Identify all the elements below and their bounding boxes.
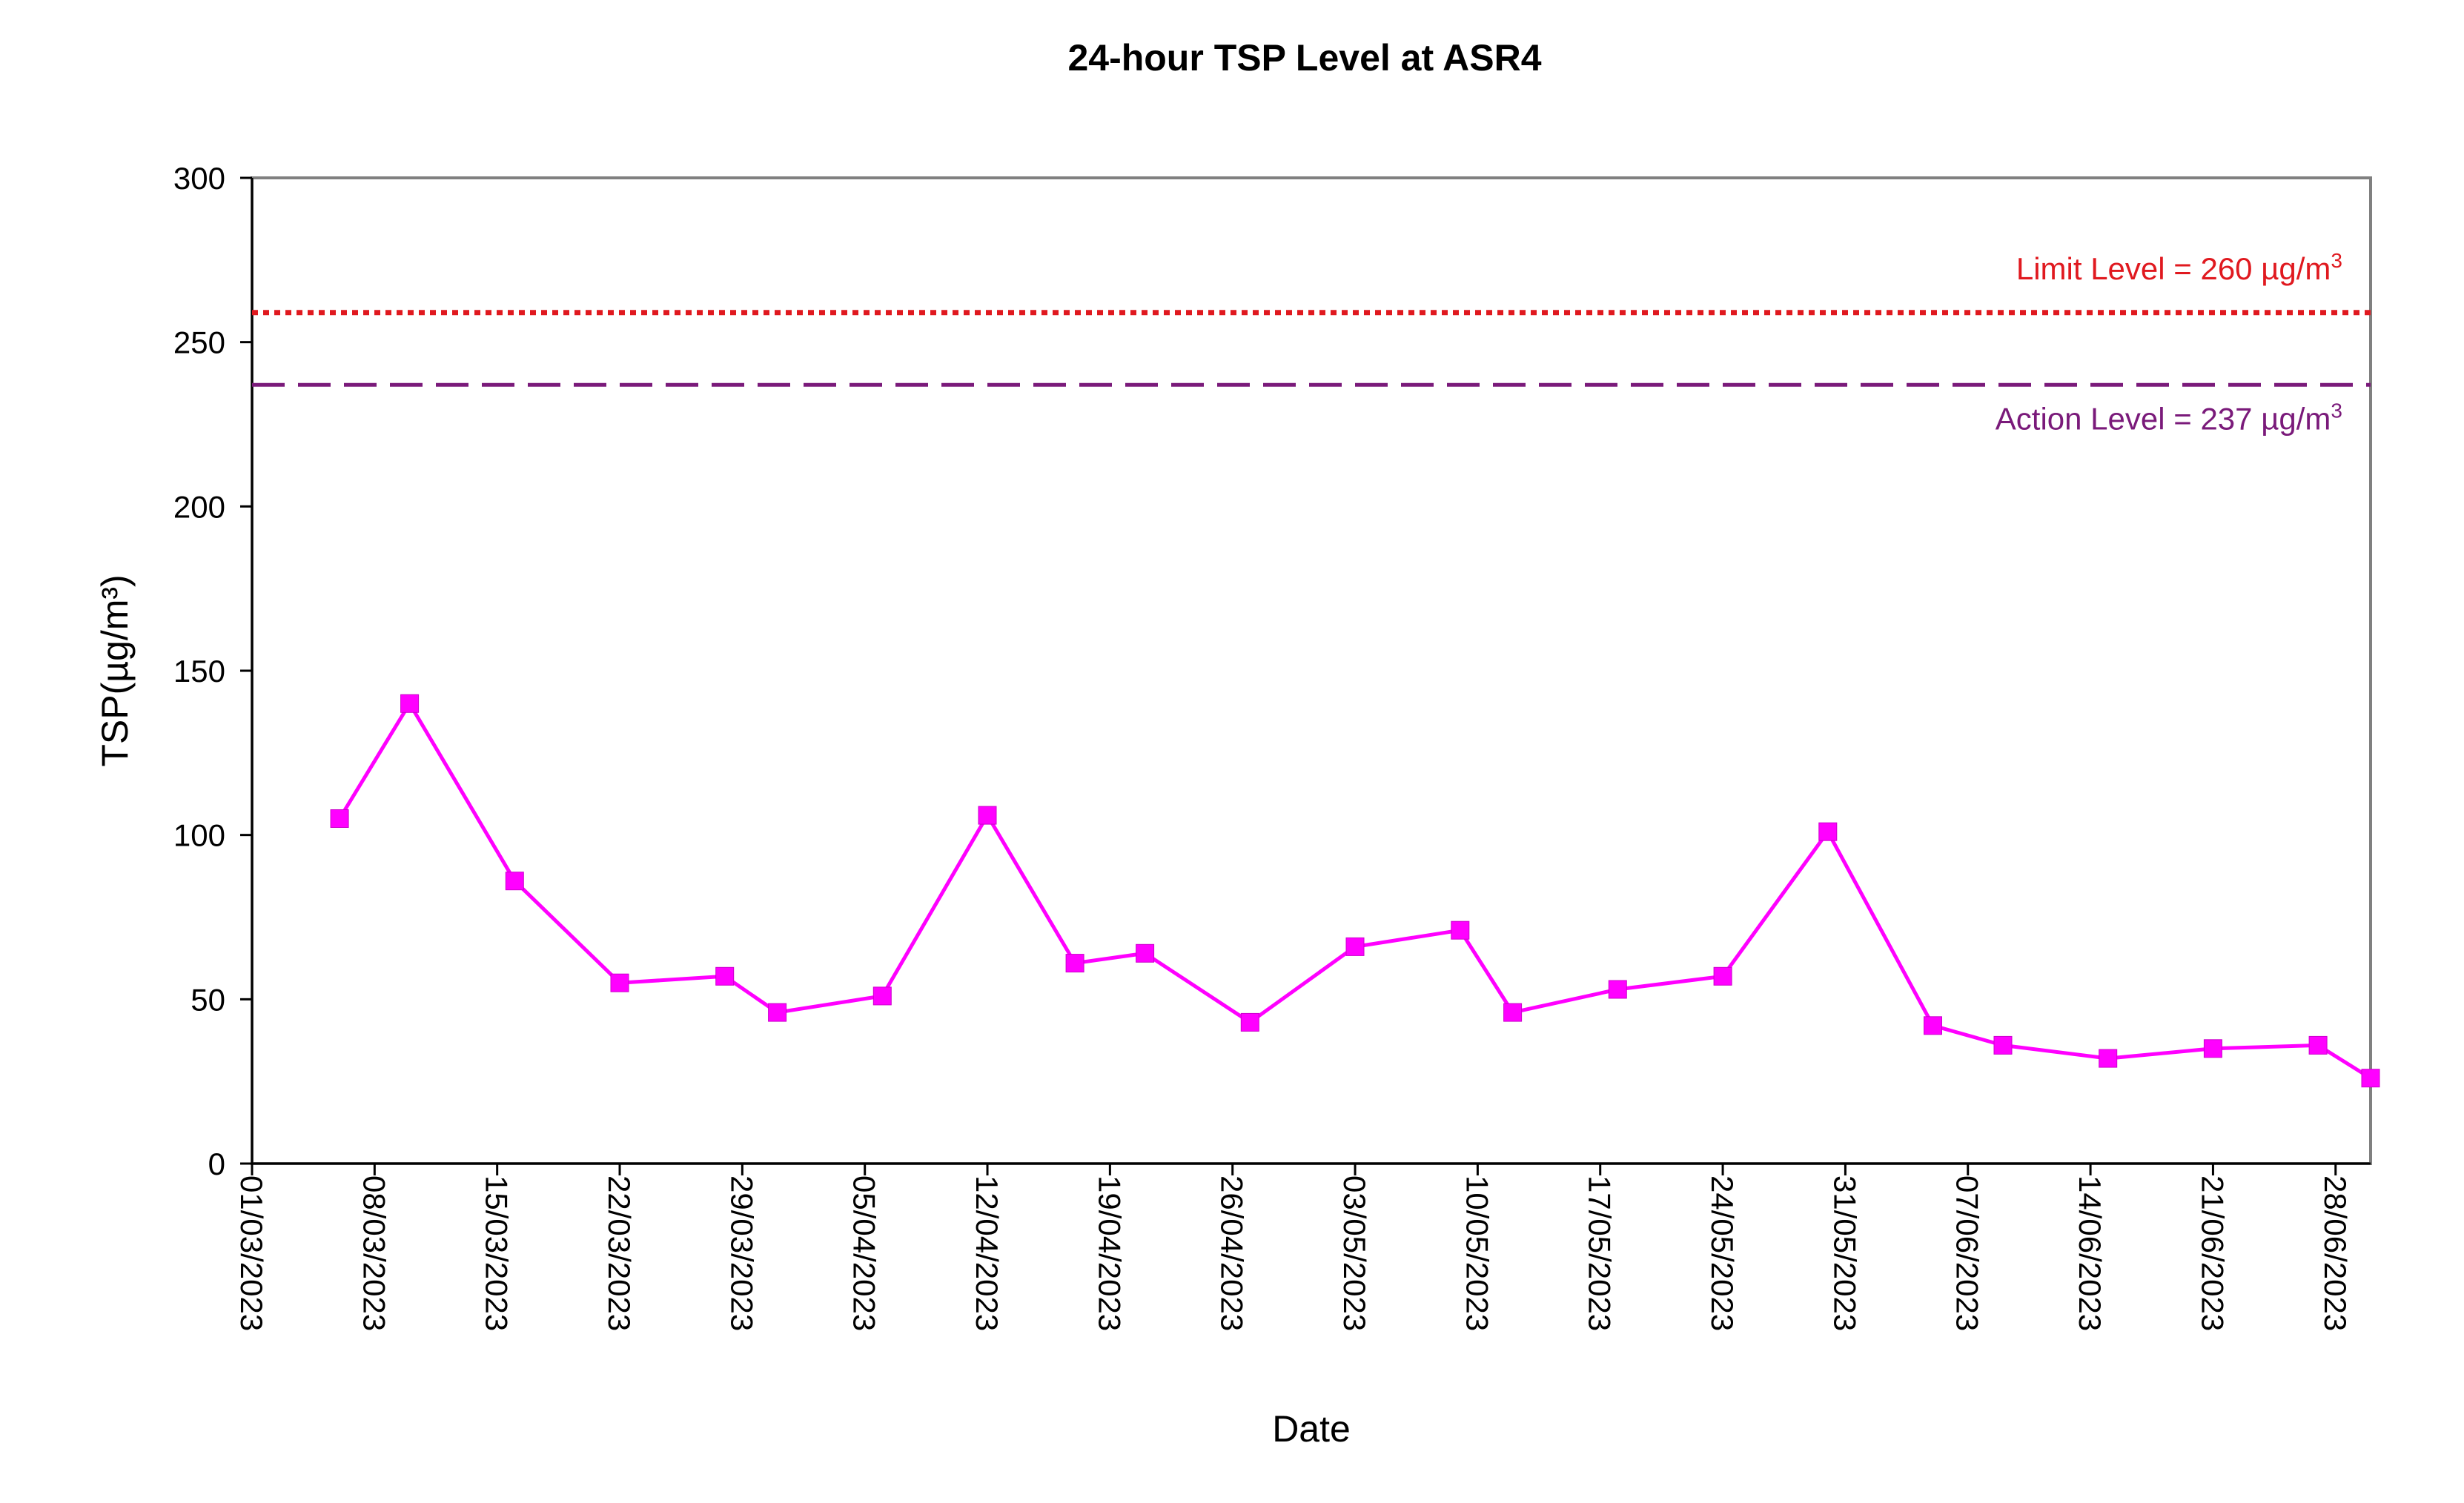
data-point-marker [400, 694, 420, 713]
data-point-marker [1924, 1016, 1942, 1035]
x-tick-label: 19/04/2023 [1092, 1175, 1127, 1331]
x-tick-label: 24/05/2023 [1705, 1175, 1740, 1331]
x-tick-label: 01/03/2023 [234, 1175, 269, 1331]
limit-level-label: Limit Level = 260 µg/m3 [2016, 249, 2342, 286]
x-tick-label: 05/04/2023 [847, 1175, 882, 1331]
data-point-marker [2361, 1069, 2380, 1088]
data-point-marker [1713, 966, 1732, 986]
y-tick-label: 250 [173, 325, 225, 360]
data-point-marker [2203, 1039, 2222, 1058]
data-point-marker [330, 809, 349, 828]
x-tick-label: 31/05/2023 [1827, 1175, 1862, 1331]
y-axis-title: TSP(µg/m³) [94, 574, 136, 766]
x-tick-label: 10/05/2023 [1460, 1175, 1494, 1331]
y-tick-label: 150 [173, 654, 225, 689]
x-axis-title: Date [1272, 1408, 1351, 1450]
x-tick-label: 08/03/2023 [357, 1175, 391, 1331]
data-point-marker [1993, 1035, 2013, 1055]
reference-lines: Limit Level = 260 µg/m3 Action Level = 23… [252, 249, 2371, 436]
y-tick-label: 50 [191, 982, 225, 1017]
data-point-marker [2308, 1035, 2328, 1055]
chart-title: 24-hour TSP Level at ASR4 [1067, 37, 1541, 79]
data-point-marker [2099, 1049, 2118, 1068]
data-point-marker [715, 966, 735, 986]
x-tick-label: 17/05/2023 [1583, 1175, 1617, 1331]
x-tick-label: 12/04/2023 [970, 1175, 1004, 1331]
data-point-marker [978, 806, 997, 825]
x-tick-label: 28/06/2023 [2318, 1175, 2353, 1331]
data-point-marker [1451, 920, 1470, 940]
x-tick-label: 07/06/2023 [1950, 1175, 1985, 1331]
x-tick-label: 14/06/2023 [2073, 1175, 2107, 1331]
data-point-marker [872, 986, 892, 1006]
y-tick-label: 100 [173, 818, 225, 853]
x-tick-label: 15/03/2023 [480, 1175, 514, 1331]
data-series [330, 694, 2380, 1088]
data-point-marker [1608, 980, 1627, 999]
series-line [337, 700, 2372, 1080]
y-axis-ticks: 0 50 100 150 200 250 300 [173, 161, 252, 1181]
plot-area [251, 176, 2372, 1165]
x-tick-label: 21/06/2023 [2195, 1175, 2230, 1331]
data-point-marker [1240, 1012, 1259, 1032]
y-tick-label: 200 [173, 489, 225, 524]
x-tick-label: 03/05/2023 [1337, 1175, 1372, 1331]
action-level-label: Action Level = 237 µg/m3 [1996, 399, 2342, 436]
data-point-marker [1065, 954, 1084, 973]
data-point-marker [610, 973, 629, 992]
data-point-marker [1503, 1003, 1523, 1022]
y-tick-label: 300 [173, 161, 225, 196]
data-point-marker [1136, 943, 1155, 963]
y-tick-label: 0 [208, 1147, 225, 1181]
data-point-marker [1818, 822, 1838, 841]
x-tick-label: 26/04/2023 [1215, 1175, 1250, 1331]
data-point-marker [768, 1003, 787, 1022]
x-axis-ticks: 01/03/2023 08/03/2023 15/03/2023 22/03/2023… [234, 1164, 2353, 1331]
x-tick-label: 29/03/2023 [724, 1175, 759, 1331]
data-point-marker [505, 872, 524, 891]
data-point-marker [1345, 937, 1365, 956]
x-tick-label: 22/03/2023 [602, 1175, 637, 1331]
